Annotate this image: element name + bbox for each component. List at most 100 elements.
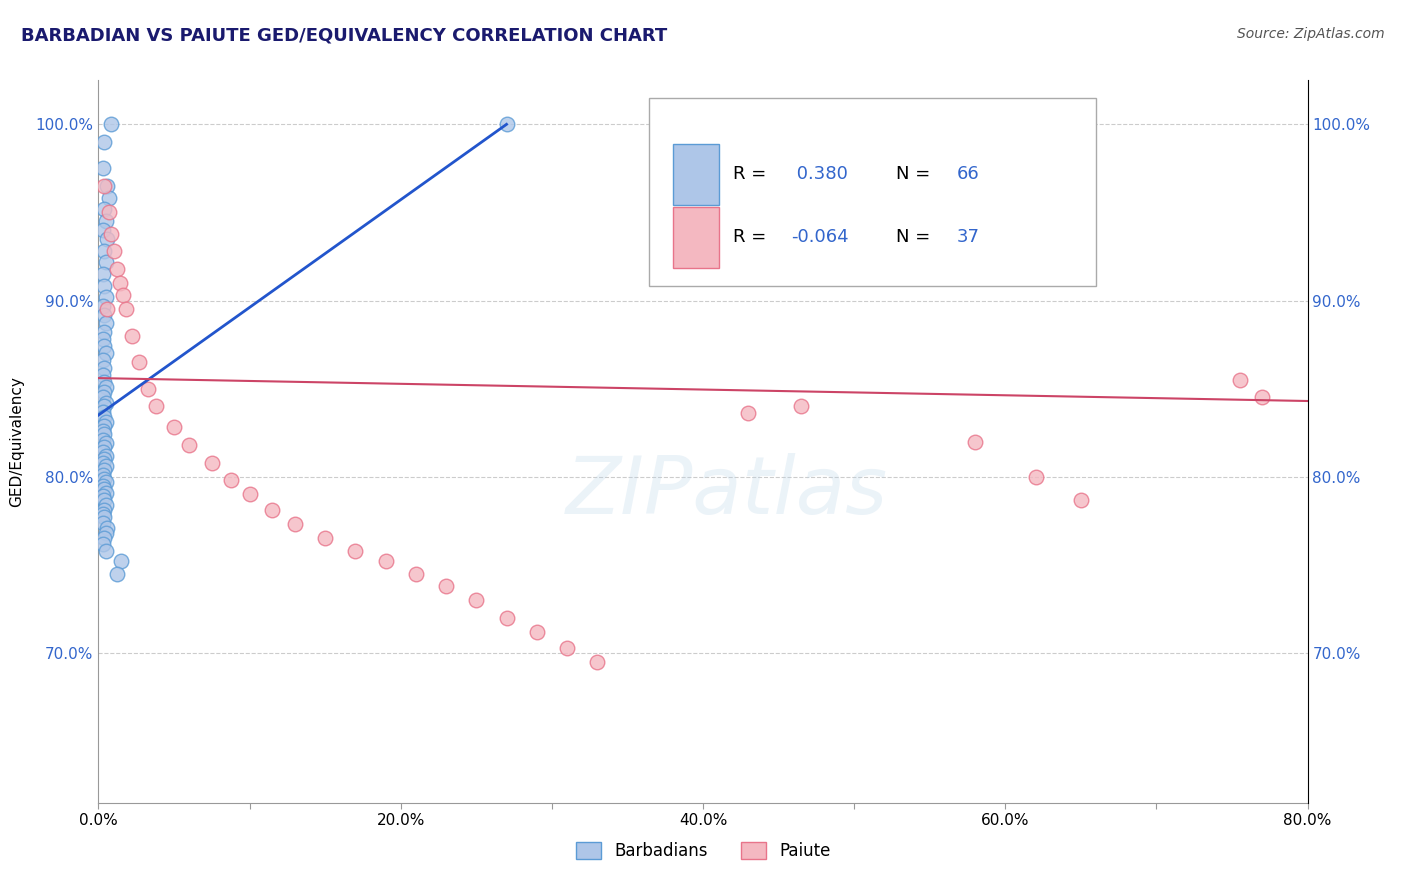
Text: BARBADIAN VS PAIUTE GED/EQUIVALENCY CORRELATION CHART: BARBADIAN VS PAIUTE GED/EQUIVALENCY CORR… — [21, 27, 668, 45]
Point — [374, 554, 396, 568]
Point — [91, 478, 114, 492]
Point — [100, 117, 122, 131]
Point — [96, 179, 118, 194]
Point — [93, 409, 115, 424]
Point — [93, 482, 115, 496]
Point — [93, 179, 115, 194]
Point — [145, 399, 167, 413]
Point — [91, 537, 114, 551]
Point — [163, 420, 186, 434]
Point — [98, 205, 121, 219]
Point — [93, 360, 115, 375]
Point — [111, 288, 134, 302]
Point — [91, 433, 114, 447]
Point — [94, 526, 117, 541]
Point — [93, 440, 115, 454]
Point — [737, 406, 759, 420]
Point — [114, 302, 136, 317]
Point — [93, 385, 115, 400]
Point — [1070, 492, 1092, 507]
Point — [91, 332, 114, 346]
Point — [495, 611, 517, 625]
Point — [94, 317, 117, 331]
Bar — [673, 144, 718, 205]
Point — [93, 492, 115, 507]
Point — [94, 459, 117, 474]
Legend: Barbadians, Paiute: Barbadians, Paiute — [569, 835, 837, 867]
Point — [495, 117, 517, 131]
Point — [405, 566, 427, 581]
Point — [91, 516, 114, 530]
Point — [93, 452, 115, 467]
Y-axis label: GED/Equivalency: GED/Equivalency — [10, 376, 24, 507]
Point — [93, 463, 115, 477]
Point — [91, 161, 114, 176]
Point — [262, 503, 284, 517]
Point — [284, 517, 307, 532]
Bar — [673, 207, 718, 268]
Point — [103, 244, 125, 259]
Point — [94, 415, 117, 429]
Point — [94, 543, 117, 558]
Point — [91, 267, 114, 281]
Point — [94, 485, 117, 500]
Point — [98, 191, 121, 205]
Point — [91, 468, 114, 483]
Point — [91, 424, 114, 438]
Point — [96, 302, 118, 317]
Point — [93, 418, 115, 433]
Point — [434, 579, 457, 593]
Point — [91, 368, 114, 382]
Point — [108, 276, 131, 290]
Text: Source: ZipAtlas.com: Source: ZipAtlas.com — [1237, 27, 1385, 41]
Point — [221, 473, 243, 487]
Point — [91, 404, 114, 418]
Text: ZIPatlas: ZIPatlas — [567, 453, 889, 531]
Text: R =: R = — [734, 228, 772, 246]
Text: N =: N = — [897, 228, 936, 246]
Point — [239, 487, 262, 501]
Point — [96, 232, 118, 246]
Point — [1024, 470, 1046, 484]
Point — [91, 456, 114, 470]
Text: -0.064: -0.064 — [792, 228, 849, 246]
Point — [586, 655, 609, 669]
Point — [136, 382, 159, 396]
Point — [344, 543, 367, 558]
Point — [91, 489, 114, 503]
Point — [94, 498, 117, 512]
Point — [965, 434, 987, 449]
Point — [91, 391, 114, 405]
Text: 0.380: 0.380 — [792, 165, 848, 183]
Point — [93, 308, 115, 322]
Point — [94, 396, 117, 410]
Point — [128, 355, 150, 369]
Point — [93, 244, 115, 259]
Point — [91, 299, 114, 313]
Point — [91, 223, 114, 237]
Point — [94, 475, 117, 489]
Point — [110, 554, 132, 568]
Point — [94, 254, 117, 268]
Point — [93, 202, 115, 216]
Text: 66: 66 — [957, 165, 980, 183]
Point — [465, 593, 488, 607]
Point — [121, 328, 143, 343]
Point — [93, 339, 115, 353]
Point — [93, 510, 115, 524]
Point — [93, 471, 115, 485]
Point — [94, 436, 117, 450]
Point — [93, 399, 115, 413]
Point — [100, 227, 122, 241]
Point — [91, 353, 114, 368]
Point — [93, 279, 115, 293]
Point — [94, 290, 117, 304]
Point — [94, 346, 117, 360]
Point — [93, 135, 115, 149]
Point — [1229, 373, 1251, 387]
Point — [105, 261, 128, 276]
Point — [526, 624, 548, 639]
Point — [201, 456, 224, 470]
Point — [96, 521, 118, 535]
Point — [179, 438, 201, 452]
